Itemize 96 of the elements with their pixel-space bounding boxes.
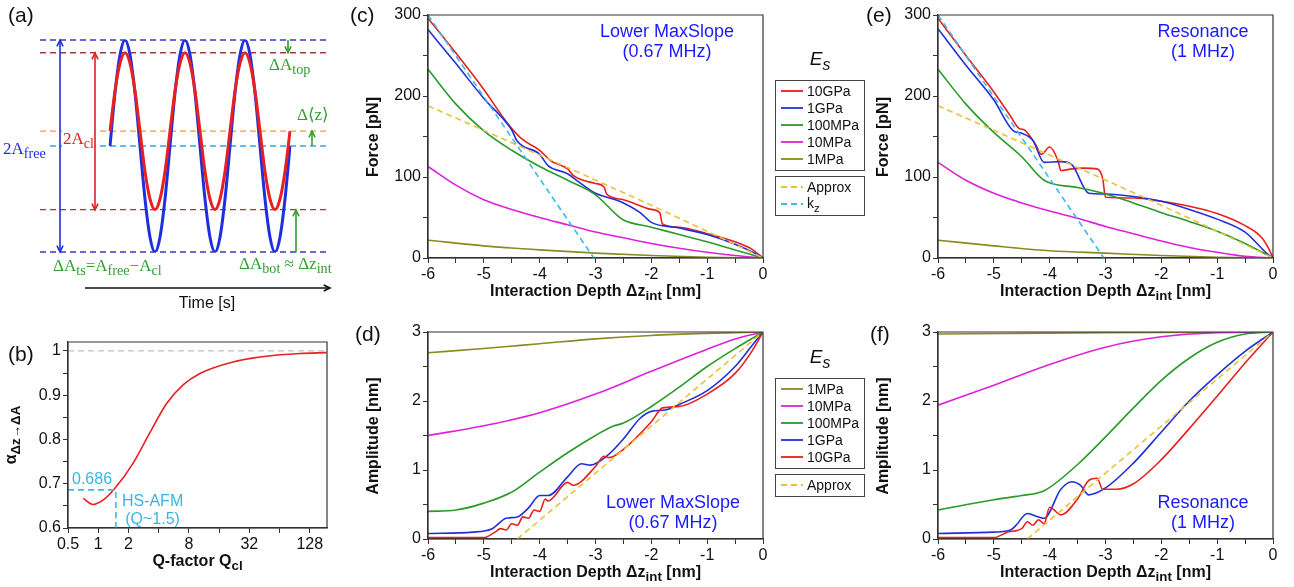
x-tick-label: 128 <box>296 535 324 553</box>
y-tick-label: 3 <box>412 322 422 340</box>
x-tick-label: 0 <box>1268 546 1278 564</box>
x-axis-title: Q-factor Q$_{cl}$ <box>152 552 243 574</box>
x-axis-title: Time [s] <box>178 294 236 312</box>
legend-label: 10GPa <box>807 449 851 466</box>
x-tick-label: -6 <box>930 265 946 283</box>
x-tick-label: 0 <box>1268 265 1278 283</box>
text: 2A$_{free}$ <box>2 139 47 162</box>
legend-label: 1MPa <box>807 151 844 168</box>
chart-title: (a) <box>8 3 34 27</box>
x-tick-label: -2 <box>644 265 659 283</box>
x-tick-label: -1 <box>700 546 715 564</box>
x-tick-label: -1 <box>700 265 715 283</box>
legend-label: 1GPa <box>807 432 843 449</box>
legend-title: E$_{s}$ <box>808 48 832 74</box>
annotation: ΔA$_{top}$ <box>268 55 312 78</box>
y-tick-label: 1 <box>922 460 932 478</box>
x-tick-label: -3 <box>588 265 603 283</box>
legend-label: 1MPa <box>807 381 844 398</box>
x-tick-label: -6 <box>420 265 436 283</box>
y-tick-label: 200 <box>394 86 422 104</box>
annotation: HS-AFM (Q~1.5) <box>121 491 184 528</box>
text: 2A$_{cl}$ <box>62 129 95 152</box>
y-axis-title: Force [pN] <box>874 96 892 177</box>
legend-label: 10MPa <box>807 134 852 151</box>
x-tick-label: 2 <box>123 535 133 553</box>
y-tick-label: 0.6 <box>38 518 62 536</box>
y-tick-label: 300 <box>904 5 932 23</box>
x-axis-title: Interaction Depth Δz$_{int}$ [nm] <box>1000 563 1211 585</box>
x-tick-label: 0 <box>758 546 768 564</box>
x-tick-label: -5 <box>476 265 492 283</box>
y-tick-label: 2 <box>922 391 932 409</box>
x-tick-label: -3 <box>1098 546 1113 564</box>
legend-label: Approx <box>807 179 852 196</box>
x-tick-label: -6 <box>930 546 946 564</box>
text: ΔA$_{bot}$ ≈ Δz$_{int}$ <box>238 254 333 277</box>
legend-label: 100MPa <box>807 415 860 432</box>
y-tick-label: 1 <box>52 341 62 359</box>
x-tick-label: -1 <box>1210 546 1225 564</box>
x-tick-label: -6 <box>420 546 436 564</box>
x-tick-label: 0 <box>758 265 768 283</box>
x-tick-label: -2 <box>644 546 659 564</box>
chart-title: (e) <box>866 3 892 27</box>
annotation: Resonance (1 MHz) <box>1157 21 1249 62</box>
y-axis-title: Amplitude [nm] <box>364 376 382 495</box>
x-tick-label: -3 <box>588 546 603 564</box>
x-tick-label: 32 <box>240 535 259 553</box>
chart-title: (d) <box>355 322 381 346</box>
x-tick-label: -3 <box>1098 265 1113 283</box>
y-tick-label: 0 <box>922 248 932 266</box>
legend-title: E$_{s}$ <box>808 346 832 372</box>
y-tick-label: 0.9 <box>38 385 62 403</box>
chart-title: (c) <box>350 3 375 27</box>
x-tick-label: -4 <box>1042 546 1057 564</box>
x-tick-label: -4 <box>532 546 547 564</box>
y-tick-label: 100 <box>394 167 422 185</box>
legend-label: k$_{z}$ <box>807 194 820 214</box>
y-tick-label: 2 <box>412 391 422 409</box>
x-axis-title: Interaction Depth Δz$_{int}$ [nm] <box>1000 282 1211 304</box>
x-tick-label: 0.5 <box>56 535 80 553</box>
annotation: Lower MaxSlope (0.67 MHz) <box>605 492 741 533</box>
x-tick-label: 8 <box>184 535 194 553</box>
y-tick-label: 1 <box>412 460 422 478</box>
text: ΔA$_{ts}$=A$_{free}$−A$_{cl}$ <box>52 256 163 279</box>
y-tick-label: 0 <box>412 248 422 266</box>
x-tick-label: -5 <box>986 265 1002 283</box>
x-tick-label: 1 <box>93 535 103 553</box>
legend-label: 10MPa <box>807 398 852 415</box>
annotation: 0.686 <box>72 469 113 488</box>
y-axis-title: Force [pN] <box>364 96 382 177</box>
y-axis-title: Amplitude [nm] <box>874 376 892 495</box>
x-tick-label: -1 <box>1210 265 1225 283</box>
x-tick-label: -2 <box>1154 265 1169 283</box>
x-tick-label: -5 <box>476 546 492 564</box>
y-tick-label: 300 <box>394 5 422 23</box>
x-tick-label: -4 <box>1042 265 1057 283</box>
y-tick-label: 3 <box>922 322 932 340</box>
y-tick-label: 100 <box>904 167 932 185</box>
chart-title: (f) <box>870 322 890 346</box>
x-tick-label: -5 <box>986 546 1002 564</box>
y-tick-label: 0.8 <box>38 429 62 447</box>
y-tick-label: 0.7 <box>38 474 62 492</box>
legend-label: 100MPa <box>807 117 860 134</box>
text: Δ⟨z⟩ <box>296 105 330 125</box>
x-tick-label: -4 <box>532 265 547 283</box>
x-tick-label: -2 <box>1154 546 1169 564</box>
x-axis-title: Interaction Depth Δz$_{int}$ [nm] <box>490 563 701 585</box>
legend-label: 10GPa <box>807 83 851 100</box>
legend-label: 1GPa <box>807 100 843 117</box>
x-axis-title: Interaction Depth Δz$_{int}$ [nm] <box>490 282 701 304</box>
chart-title: (b) <box>8 342 34 366</box>
annotation: Resonance (1 MHz) <box>1157 492 1249 533</box>
y-tick-label: 200 <box>904 86 932 104</box>
legend-label: Approx <box>807 477 852 494</box>
annotation: Lower MaxSlope (0.67 MHz) <box>599 21 735 62</box>
